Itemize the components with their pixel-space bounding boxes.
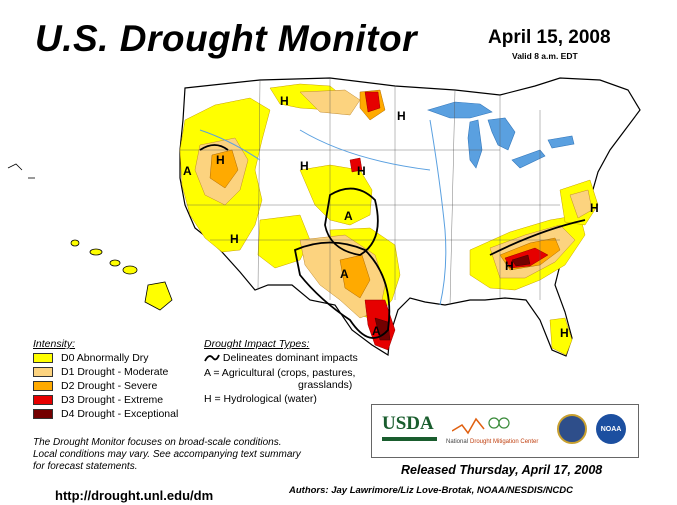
impact-labels: H H H H H H H H H A A A A [183, 94, 599, 340]
note-line: The Drought Monitor focuses on broad-sca… [33, 437, 282, 448]
swatch-d3 [33, 394, 53, 405]
d0-plains [299, 164, 373, 226]
d2-texas [339, 254, 371, 299]
note-line: Local conditions may vary. See accompany… [33, 449, 301, 460]
note-line: for forecast statements. [33, 461, 138, 472]
swatch-d4 [33, 408, 53, 419]
impact-ag: A = Agricultural (crops, pastures, [204, 367, 356, 379]
label-h: H [230, 232, 239, 246]
valid-time: Valid 8 a.m. EDT [512, 51, 578, 61]
label-h: H [300, 159, 309, 173]
d3-nd [349, 157, 363, 173]
lake-michigan [467, 119, 483, 169]
label-a: A [372, 324, 381, 338]
impact-boundaries [199, 144, 586, 339]
d4-southeast [511, 254, 531, 267]
label-a: A [183, 164, 192, 178]
website-link[interactable]: http://drought.unl.edu/dm [55, 488, 214, 503]
impact-curve-icon [204, 354, 220, 362]
lake-huron [487, 117, 516, 151]
legend-item-d1: D1 Drought - Moderate [33, 365, 168, 378]
label-h: H [357, 164, 366, 178]
drought-map: H H H H H H H H H A A A A [7, 77, 641, 357]
label-h: H [505, 259, 514, 273]
d0-southwest [257, 214, 311, 269]
legend-item-d2: D2 Drought - Severe [33, 379, 157, 392]
legend-label: D1 Drought - Moderate [61, 365, 169, 378]
d2-west [209, 149, 239, 189]
label-a: A [344, 209, 353, 223]
ndmc-name-2: Drought Mitigation Center [470, 439, 539, 445]
label-h: H [216, 153, 225, 167]
alaska [7, 163, 35, 179]
note-text: The Drought Monitor focuses on broad-sca… [33, 437, 363, 473]
page-title: U.S. Drought Monitor [35, 18, 417, 59]
d1-virginia [569, 189, 593, 219]
impact-hydro: H = Hydrological (water) [204, 393, 317, 405]
lake-superior [427, 101, 493, 119]
impact-types-title: Drought Impact Types: [204, 338, 310, 350]
usda-logo: USDA [382, 413, 434, 434]
label-h: H [280, 94, 289, 108]
map-date: April 15, 2008 [488, 27, 611, 48]
lake-erie [511, 149, 546, 169]
legend-title: Intensity: [33, 338, 76, 350]
legend-item-d0: D0 Abnormally Dry [33, 351, 149, 364]
legend-item-d4: D4 Drought - Exceptional [33, 407, 178, 420]
label-h: H [397, 109, 406, 123]
swatch-d2 [33, 380, 53, 391]
impact-line-item: Delineates dominant impacts [204, 352, 358, 364]
release-date: Released Thursday, April 17, 2008 [401, 463, 603, 477]
state-lines [180, 78, 560, 306]
legend-item-d3: D3 Drought - Extreme [33, 393, 163, 406]
lake-ontario [547, 135, 575, 149]
hawaii [70, 239, 173, 311]
swatch-d0 [33, 352, 53, 363]
impact-ag-cont: grasslands) [298, 379, 353, 391]
ndmc-name-1: National [446, 439, 469, 445]
authors: Authors: Jay Lawrimore/Liz Love-Brotak, … [289, 485, 573, 496]
label-h: H [560, 326, 569, 340]
d3-north [364, 91, 381, 113]
ndmc-logo-icon [452, 417, 510, 435]
partner-logos: USDA National Drought Mitigation Center … [371, 404, 639, 458]
legend-label: D0 Abnormally Dry [61, 351, 149, 364]
usda-underline [382, 437, 437, 441]
rivers [199, 119, 447, 306]
label-a: A [340, 267, 349, 281]
legend-label: D4 Drought - Exceptional [61, 407, 179, 420]
conus-outline [179, 77, 641, 357]
doc-seal-icon [557, 414, 587, 444]
d4-texas [374, 317, 391, 341]
legend-label: D3 Drought - Extreme [61, 393, 164, 406]
impact-line-label: Delineates dominant impacts [222, 352, 358, 364]
d0-florida [549, 317, 573, 356]
label-h: H [590, 201, 599, 215]
legend-label: D2 Drought - Severe [61, 379, 158, 392]
swatch-d1 [33, 366, 53, 377]
noaa-logo: NOAA [596, 414, 626, 444]
